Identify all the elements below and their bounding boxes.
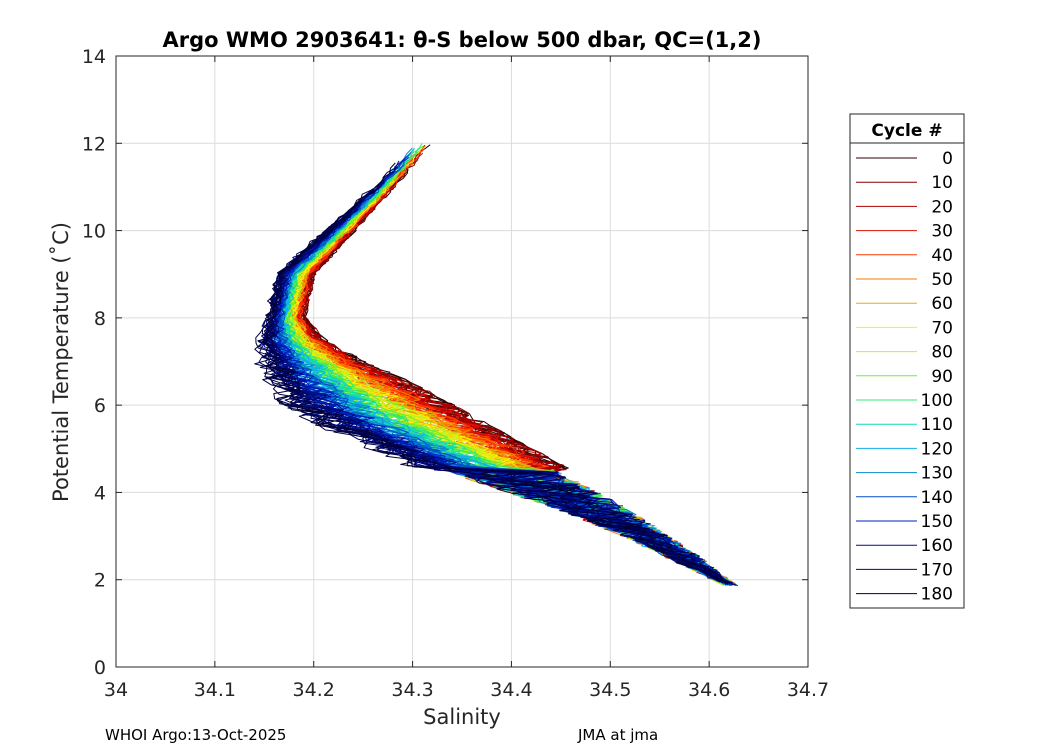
legend-items: 0 10 20 30 40 50 60 70 80 90 100 110 120 130 140 150 160… (856, 149, 953, 605)
x-tick-label: 34.3 (391, 679, 433, 701)
profile-line (265, 162, 720, 583)
y-tick-label: 12 (82, 133, 106, 155)
legend: Cycle # 0 10 20 30 40 50 60 70 80 90 100 110 120 130 1… (849, 113, 965, 609)
x-tick-label: 34.4 (490, 679, 532, 701)
legend-label-0: 0 (942, 149, 953, 169)
legend-label-180: 180 (921, 585, 953, 605)
x-axis-label: Salinity (423, 705, 501, 729)
footer-credit: JMA at jma (578, 726, 659, 744)
legend-title: Cycle # (871, 121, 942, 141)
legend-label-110: 110 (921, 415, 953, 435)
y-tick-label: 14 (82, 46, 106, 68)
y-axis-label: Potential Temperature (˚C) (49, 222, 73, 502)
legend-label-170: 170 (921, 560, 953, 580)
y-tick-label: 6 (94, 395, 106, 417)
x-tick-label: 34.6 (688, 679, 730, 701)
profile-line (264, 166, 727, 582)
legend-label-130: 130 (921, 464, 953, 484)
y-tick-label: 2 (94, 570, 106, 592)
legend-label-50: 50 (931, 270, 953, 290)
legend-label-160: 160 (921, 536, 953, 556)
profile-line (254, 201, 728, 585)
legend-label-90: 90 (931, 367, 953, 387)
x-tick-label: 34 (104, 679, 128, 701)
chart-title: Argo WMO 2903641: θ-S below 500 dbar, QC… (163, 28, 762, 52)
x-tick-label: 34.5 (589, 679, 631, 701)
legend-label-40: 40 (931, 246, 953, 266)
legend-label-20: 20 (931, 197, 953, 217)
y-tick-label: 8 (94, 308, 106, 330)
x-tick-label: 34.1 (194, 679, 236, 701)
footer-source: WHOI Argo:13-Oct-2025 (105, 726, 287, 744)
legend-label-80: 80 (931, 343, 953, 363)
x-tick-label: 34.2 (293, 679, 335, 701)
plot-frame (115, 55, 809, 668)
y-tick-label: 4 (94, 482, 106, 504)
legend-label-150: 150 (921, 512, 953, 532)
profile-curves (254, 143, 739, 587)
legend-label-120: 120 (921, 439, 953, 459)
curve-group-180 (254, 162, 729, 586)
x-tick-label: 34.7 (787, 679, 829, 701)
legend-label-70: 70 (931, 318, 953, 338)
y-tick-label: 10 (82, 221, 106, 243)
profile-line (259, 199, 724, 583)
y-axis-ticks: 0 2 4 6 8 10 12 14 (82, 46, 808, 679)
y-tick-label: 0 (94, 657, 106, 679)
legend-label-100: 100 (921, 391, 953, 411)
legend-box (849, 113, 965, 609)
x-axis-ticks: 34 34.1 34.2 34.3 34.4 34.5 34.6 34.7 (104, 56, 829, 701)
legend-label-140: 140 (921, 488, 953, 508)
legend-label-30: 30 (931, 222, 953, 242)
legend-label-10: 10 (931, 173, 953, 193)
legend-label-60: 60 (931, 294, 953, 314)
